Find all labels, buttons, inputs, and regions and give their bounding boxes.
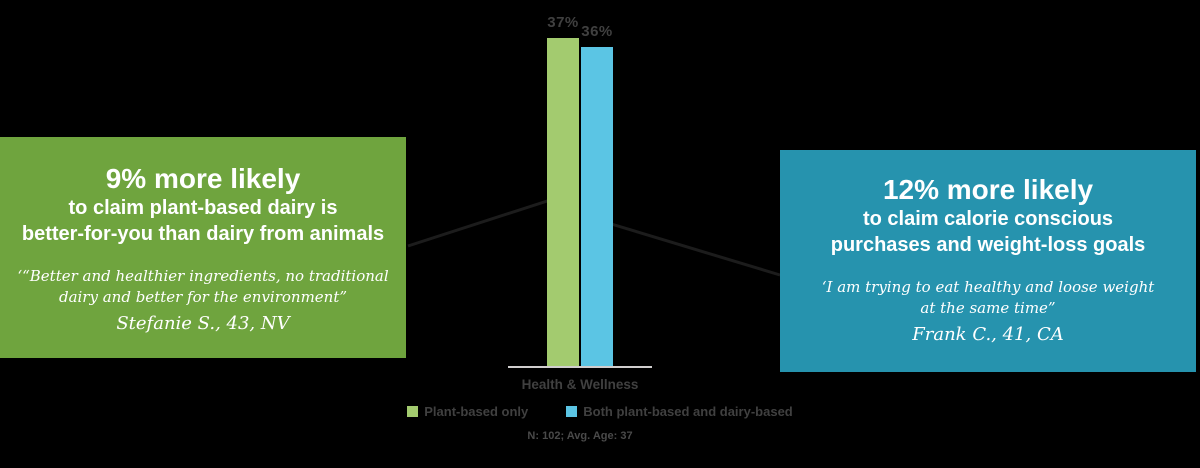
bar-value-label: 37% bbox=[547, 14, 579, 31]
right-callout-line3: purchases and weight-loss goals bbox=[830, 234, 1146, 257]
right-callout-quote-line2: at the same time” bbox=[920, 298, 1056, 317]
bar-plant-based-only bbox=[547, 38, 579, 366]
left-callout-headline: 9% more likely bbox=[105, 163, 301, 194]
legend-swatch-green-icon bbox=[407, 406, 419, 417]
bar-group-plant-based-only: 37% bbox=[547, 14, 579, 366]
left-callout-box: 9% more likely to claim plant-based dair… bbox=[0, 137, 406, 358]
legend-item-both-plant-and-dairy: Both plant-based and dairy-based bbox=[566, 404, 793, 419]
left-callout-attribution: Stefanie S., 43, NV bbox=[116, 312, 290, 334]
x-axis-category-label: Health & Wellness bbox=[521, 377, 639, 392]
left-callout-line3: better-for-you than dairy from animals bbox=[21, 223, 385, 246]
legend-label: Both plant-based and dairy-based bbox=[583, 404, 793, 419]
right-callout-quote-line1: ‘I am trying to eat healthy and loose we… bbox=[821, 278, 1155, 297]
legend-item-plant-based-only: Plant-based only bbox=[407, 404, 528, 419]
right-callout-line2: to claim calorie conscious bbox=[862, 208, 1114, 231]
left-callout-quote-line1: ‘“Better and healthier ingredients, no t… bbox=[17, 267, 389, 286]
legend-swatch-blue-icon bbox=[566, 406, 578, 417]
chart-legend: Plant-based only Both plant-based and da… bbox=[0, 404, 1200, 419]
right-callout-attribution: Frank C., 41, CA bbox=[912, 323, 1064, 345]
legend-label: Plant-based only bbox=[424, 404, 529, 419]
bar-both-plant-and-dairy bbox=[581, 47, 613, 366]
left-callout-line2: to claim plant-based dairy is bbox=[68, 197, 338, 220]
bar-value-label: 36% bbox=[581, 23, 613, 40]
bar-group-both-plant-and-dairy: 36% bbox=[581, 23, 613, 366]
bar-chart-plot-area: 37% 36% bbox=[508, 0, 652, 368]
right-callout-headline: 12% more likely bbox=[882, 174, 1094, 205]
left-callout-quote-line2: dairy and better for the environment” bbox=[58, 287, 348, 306]
sample-size-note: N: 102; Avg. Age: 37 bbox=[527, 430, 633, 442]
right-callout-box: 12% more likely to claim calorie conscio… bbox=[780, 150, 1196, 372]
